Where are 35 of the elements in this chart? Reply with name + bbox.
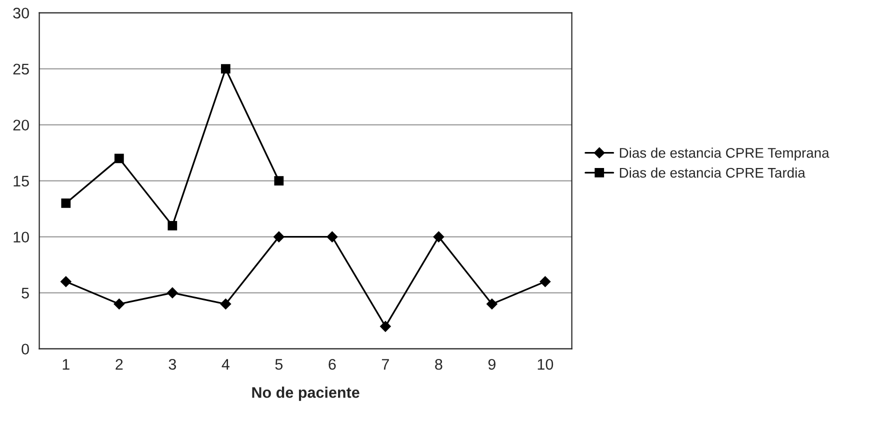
point [168,220,178,230]
point [273,231,284,242]
x-axis-title: No de paciente [252,386,360,401]
point [220,64,230,74]
point [326,231,338,242]
y-tick-label: 15 [14,176,29,187]
point [61,198,71,208]
x-tick-label: 3 [168,358,176,370]
point [166,287,178,298]
y-tick-label: 5 [22,288,29,299]
legend-label: Dias de estancia CPRE Temprana [620,148,830,161]
x-tick-label: 10 [538,358,554,370]
point [60,276,72,288]
x-tick-label: 7 [382,359,389,370]
y-tick-label: 10 [14,232,29,243]
y-tick-label: 30 [13,8,29,19]
y-tick-label: 20 [13,120,29,131]
point [114,154,124,164]
y-tick-label: 25 [13,64,29,75]
point [486,298,498,310]
y-tick-label: 0 [22,344,29,355]
x-tick-label: 6 [328,358,336,370]
x-tick-label: 2 [116,358,123,370]
x-tick-label: 8 [435,358,442,370]
point [220,298,232,310]
legend-label: Dias de estancia CPRE Tardia [620,168,806,178]
point [274,176,284,186]
point [540,276,551,288]
x-tick-label: 5 [275,359,283,370]
x-tick-label: 9 [488,358,496,370]
point [114,298,125,310]
x-tick-label: 1 [62,359,70,370]
point [433,231,444,242]
point [380,320,391,332]
x-tick-label: 4 [222,359,230,370]
